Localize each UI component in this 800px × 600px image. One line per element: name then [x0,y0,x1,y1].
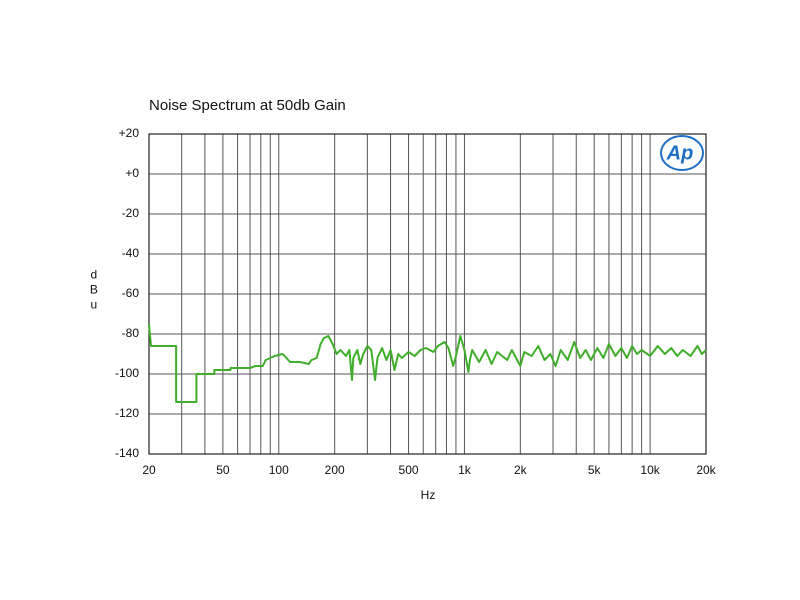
y-tick-label: -80 [122,326,140,340]
x-tick-label: 500 [399,463,419,477]
x-tick-label: 1k [458,463,472,477]
x-tick-label: 20 [142,463,156,477]
x-tick-label: 2k [514,463,528,477]
x-tick-label: 5k [588,463,602,477]
y-tick-label: -20 [122,206,140,220]
logo: Ap [666,142,694,164]
y-tick-label: +20 [119,126,140,140]
y-tick-label: -40 [122,246,140,260]
y-tick-label: -100 [115,366,139,380]
y-tick-label: +0 [125,166,139,180]
x-tick-label: 50 [216,463,230,477]
x-axis-label: Hz [421,488,436,502]
x-tick-label: 10k [640,463,660,477]
y-tick-label: -140 [115,446,139,460]
data-line [148,323,707,403]
plot-frame [148,133,707,455]
x-tick-label: 200 [325,463,345,477]
y-tick-label: -60 [122,286,140,300]
logo-ring [660,135,704,171]
x-tick-label: 100 [269,463,289,477]
chart-title: Noise Spectrum at 50db Gain [149,97,346,114]
y-axis-label: dBu [87,268,101,313]
x-tick-label: 20k [696,463,716,477]
y-tick-label: -120 [115,406,139,420]
